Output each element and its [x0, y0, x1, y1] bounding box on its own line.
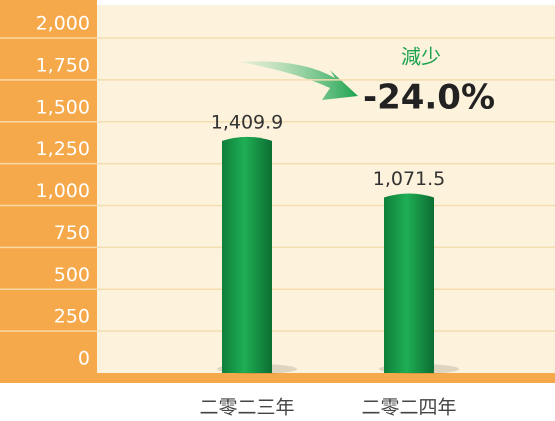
arrow: [240, 61, 358, 100]
y-tick-label: 1,250: [36, 138, 90, 160]
y-tick-label: 1,000: [36, 180, 90, 202]
x-tick-label: 二零二三年: [199, 397, 294, 419]
annotation: -24.0%: [363, 78, 495, 118]
y-tick-label: 2,000: [36, 13, 90, 35]
x-tick-label: 二零二四年: [361, 397, 456, 419]
annotation: 減少: [401, 45, 441, 69]
y-tick-label: 1,750: [36, 54, 90, 76]
y-tick-label: 0: [78, 348, 90, 370]
axis-band: [0, 0, 97, 383]
data-label: 1,071.5: [373, 168, 446, 190]
y-tick-label: 1,500: [36, 96, 90, 118]
y-tick-label: 500: [54, 264, 90, 286]
y-tick-label: 250: [54, 306, 90, 328]
plot-background: [97, 5, 555, 373]
bar: [384, 193, 434, 373]
baseline-band: [0, 373, 555, 383]
bar: [222, 136, 272, 373]
y-tick-label: 750: [54, 222, 90, 244]
data-label: 1,409.9: [211, 111, 284, 133]
